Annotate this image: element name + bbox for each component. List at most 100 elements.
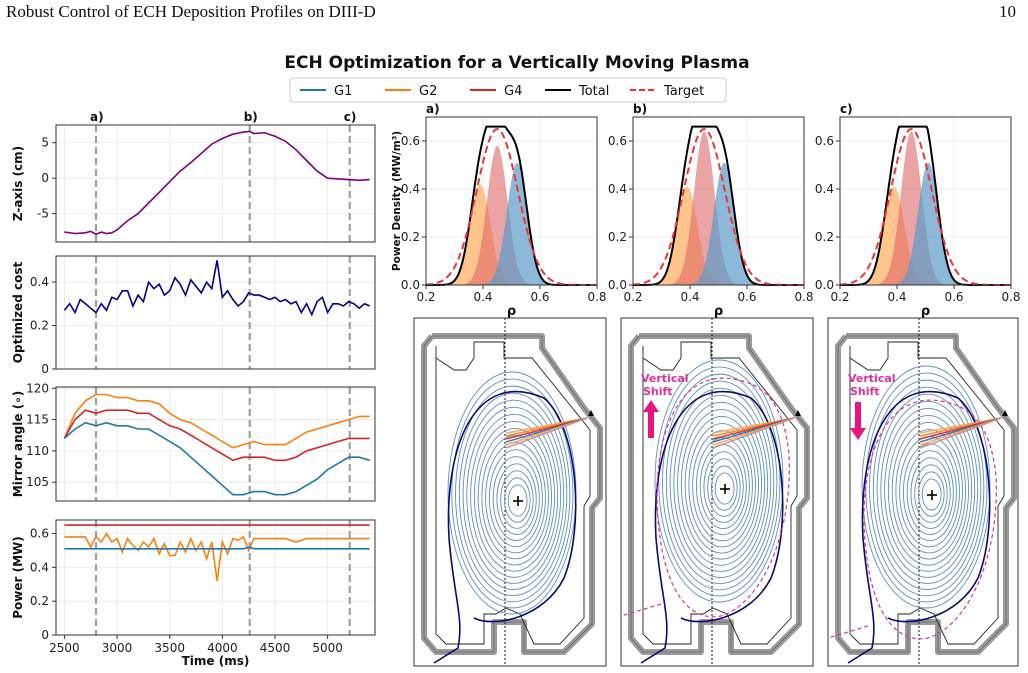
- xtick-label: 0.6: [944, 290, 963, 304]
- ytick-label: 120: [26, 381, 49, 395]
- figure-legend: G1 G2 G4 Total Target: [289, 77, 727, 103]
- vertical-shift-label: Shift: [643, 385, 673, 398]
- vertical-shift-label: Vertical: [848, 372, 896, 385]
- vessel-wall-edge: [630, 335, 808, 653]
- ylabel-power: Power (MW): [11, 536, 25, 619]
- limiter-outline: [849, 341, 1005, 645]
- axes-frame: [839, 116, 1012, 286]
- ytick-label: 0: [41, 171, 49, 185]
- flux-surface: [673, 394, 769, 572]
- ytick-label: 0.4: [30, 275, 49, 289]
- flux-surface: [477, 428, 552, 566]
- legend-frame: [289, 77, 727, 103]
- xtick-label: 0.2: [830, 290, 849, 304]
- panel-label: b): [633, 102, 647, 116]
- flux-surface: [680, 408, 763, 560]
- legend-label-total: Total: [578, 84, 609, 99]
- flux-surface: [895, 429, 963, 554]
- ytick-label: 0.2: [608, 230, 627, 244]
- flux-surface: [451, 378, 574, 609]
- flux-surface: [662, 373, 778, 591]
- flux-surface: [921, 478, 942, 511]
- ytick-label: 0.4: [30, 560, 49, 574]
- flux-surface: [658, 366, 781, 597]
- xtick-label: 0.4: [473, 290, 492, 304]
- flux-surface: [891, 422, 966, 560]
- axes-frame: [55, 255, 376, 370]
- profile-fill-g2: [840, 186, 1011, 285]
- separatrix: [433, 390, 577, 664]
- launcher-marker: [795, 410, 801, 416]
- series-line-cost: [63, 260, 371, 317]
- series-line-g2: [64, 531, 370, 582]
- profile-fill-g2: [426, 184, 597, 285]
- series-line-zaxis: [64, 130, 370, 236]
- flux-surface: [711, 465, 738, 511]
- flux-surface: [462, 399, 565, 590]
- running-title: Robust Control of ECH Deposition Profile…: [6, 2, 376, 21]
- ytick-label: 0.6: [608, 134, 627, 148]
- ytick-label: 0.6: [815, 134, 834, 148]
- legend-label-target: Target: [663, 84, 704, 99]
- xtick-label: 0.2: [416, 290, 435, 304]
- ech-ray: [919, 417, 1002, 449]
- ech-ray: [505, 417, 588, 449]
- ylabel-power-density: Power Density (MW/m³): [391, 131, 403, 271]
- xtick-label: 4500: [260, 641, 291, 655]
- xtick-label: 0.6: [737, 290, 756, 304]
- vessel-wall-edge: [837, 335, 1015, 653]
- ytick-label: 0.0: [815, 278, 834, 292]
- ytick-label: 110: [26, 444, 49, 458]
- flux-surface: [669, 387, 772, 578]
- vessel-wall: [421, 333, 603, 655]
- series-line-g2: [63, 393, 370, 449]
- flux-surface: [654, 359, 784, 603]
- ylabel-mirror: Mirror angle (∘): [11, 391, 25, 497]
- launcher-marker: [588, 410, 594, 416]
- shift-arrow-down: [855, 402, 861, 430]
- series-line-g4: [63, 409, 370, 462]
- ytick-label: 0: [41, 362, 49, 376]
- ytick-label: 0.6: [401, 134, 420, 148]
- series-line-g1: [64, 546, 370, 550]
- equilibrium-frame: [827, 317, 1019, 667]
- equilibrium-panel: [828, 318, 1017, 666]
- target-separatrix: [621, 377, 790, 618]
- ytick-label: 0.2: [30, 319, 49, 333]
- flux-surface: [872, 386, 982, 591]
- target-separatrix: [828, 399, 997, 640]
- flux-surface: [707, 458, 741, 517]
- xlabel-rho: ρ: [714, 304, 723, 319]
- xtick-label: 0.8: [587, 290, 606, 304]
- ylabel-zaxis: Z-axis (cm): [11, 146, 25, 221]
- figure-title: ECH Optimization for a Vertically Moving…: [284, 53, 749, 73]
- series-line-g1: [63, 421, 370, 496]
- legend-label-g2: G2: [419, 84, 437, 99]
- ytick-label: 0.2: [815, 230, 834, 244]
- deposition-profiles: 0.2 0.4 0.6 0.80.00.20.40.6a)ρ0.2 0.4 0.6 0.80…: [391, 102, 1021, 319]
- xlabel-time: Time (ms): [182, 654, 250, 668]
- ytick-label: 0.2: [30, 594, 49, 608]
- equilibrium-frame: [413, 317, 607, 667]
- flux-surface: [496, 463, 537, 535]
- ytick-label: 115: [26, 413, 49, 427]
- marker-label: a): [90, 110, 104, 124]
- profile-fill-g1: [840, 162, 1011, 285]
- flux-surface: [481, 435, 549, 560]
- ylabel-cost: Optimized cost: [11, 262, 25, 364]
- xlabel-rho: ρ: [507, 304, 516, 319]
- flux-surface: [914, 464, 948, 523]
- xtick-label: 0.6: [530, 290, 549, 304]
- time-traces: -5 0 5 Z-axis (cm) a) b) c) 0 0.2 0.4 Optimized co…: [11, 110, 376, 668]
- xtick-label: 3500: [154, 641, 185, 655]
- xtick-label: 5000: [312, 641, 343, 655]
- axes-frame: [55, 386, 376, 502]
- xtick-label: 4000: [207, 641, 238, 655]
- flux-surface: [470, 413, 559, 578]
- ytick-label: -5: [37, 207, 49, 221]
- flux-surface: [665, 380, 775, 585]
- axes-frame: [55, 124, 376, 243]
- flux-surface: [684, 416, 759, 554]
